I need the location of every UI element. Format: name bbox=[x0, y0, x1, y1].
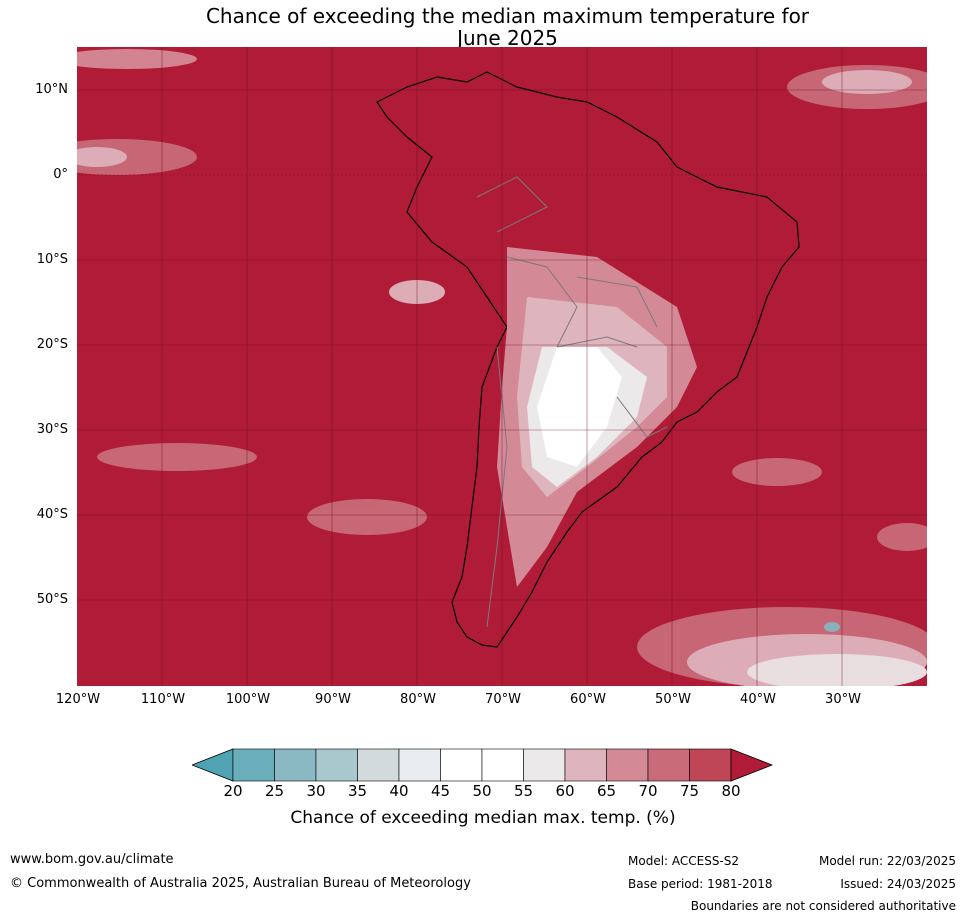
copyright-text: © Commonwealth of Australia 2025, Austra… bbox=[10, 876, 471, 891]
lon-label-70w: 70°W bbox=[485, 692, 521, 707]
disclaimer-text: Boundaries are not considered authoritat… bbox=[690, 899, 956, 913]
colorbar-segment bbox=[398, 748, 441, 782]
colorbar-tick-75: 75 bbox=[679, 782, 700, 800]
colorbar-tick-45: 45 bbox=[430, 782, 451, 800]
colorbar-tick-50: 50 bbox=[472, 782, 492, 800]
lon-label-120w: 120°W bbox=[55, 692, 101, 707]
colorbar-segment bbox=[232, 748, 275, 782]
lon-label-50w: 50°W bbox=[655, 692, 691, 707]
colorbar-segment bbox=[689, 748, 732, 782]
map-title: Chance of exceeding the median maximum t… bbox=[0, 5, 965, 49]
lat-label-10n: 10°N bbox=[35, 82, 68, 97]
colorbar-tick-35: 35 bbox=[347, 782, 368, 800]
colorbar-segment bbox=[606, 748, 649, 782]
website-text: www.bom.gov.au/climate bbox=[10, 852, 174, 867]
colorbar-tick-25: 25 bbox=[264, 782, 285, 800]
lat-label-0: 0° bbox=[53, 167, 68, 182]
lon-label-80w: 80°W bbox=[400, 692, 436, 707]
colorbar-label: Chance of exceeding median max. temp. (%… bbox=[290, 808, 676, 828]
colorbar-tick-80: 80 bbox=[721, 782, 741, 800]
colorbar-tick-65: 65 bbox=[596, 782, 617, 800]
lon-label-60w: 60°W bbox=[570, 692, 606, 707]
model-text: Model: ACCESS-S2 bbox=[628, 854, 740, 868]
colorbar-segment bbox=[481, 748, 524, 782]
lon-label-40w: 40°W bbox=[740, 692, 776, 707]
colorbar-segment bbox=[523, 748, 566, 782]
colorbar-tick-40: 40 bbox=[389, 782, 409, 800]
lat-label-50s: 50°S bbox=[36, 592, 68, 607]
colorbar-segment bbox=[274, 748, 317, 782]
probability-map bbox=[77, 47, 927, 686]
colorbar-segment bbox=[357, 748, 400, 782]
lat-label-10s: 10°S bbox=[36, 252, 68, 267]
colorbar-segment bbox=[315, 748, 358, 782]
model-run-text: Model run: 22/03/2025 bbox=[818, 854, 956, 868]
colorbar-segment bbox=[440, 748, 483, 782]
lat-label-40s: 40°S bbox=[36, 507, 68, 522]
colorbar-tick-55: 55 bbox=[513, 782, 534, 800]
colorbar bbox=[192, 748, 774, 782]
base-period-text: Base period: 1981-2018 bbox=[628, 877, 773, 891]
colorbar-segment bbox=[564, 748, 607, 782]
colorbar-tick-60: 60 bbox=[555, 782, 575, 800]
lat-label-20s: 20°S bbox=[36, 337, 68, 352]
title-line-2: June 2025 bbox=[457, 26, 558, 50]
colorbar-segment bbox=[647, 748, 690, 782]
lon-label-90w: 90°W bbox=[315, 692, 351, 707]
lon-label-30w: 30°W bbox=[825, 692, 861, 707]
probability-patches bbox=[77, 49, 927, 686]
issued-text: Issued: 24/03/2025 bbox=[840, 877, 956, 891]
colorbar-extend-low bbox=[192, 748, 234, 782]
gridlines bbox=[77, 47, 927, 686]
colorbar-extend-high bbox=[730, 748, 774, 782]
south-america-outline bbox=[376, 71, 800, 648]
lon-label-110w: 110°W bbox=[140, 692, 186, 707]
lat-label-30s: 30°S bbox=[36, 422, 68, 437]
title-line-1: Chance of exceeding the median maximum t… bbox=[205, 4, 810, 28]
colorbar-tick-20: 20 bbox=[223, 782, 243, 800]
lon-label-100w: 100°W bbox=[225, 692, 271, 707]
colorbar-tick-30: 30 bbox=[306, 782, 326, 800]
colorbar-tick-70: 70 bbox=[638, 782, 658, 800]
